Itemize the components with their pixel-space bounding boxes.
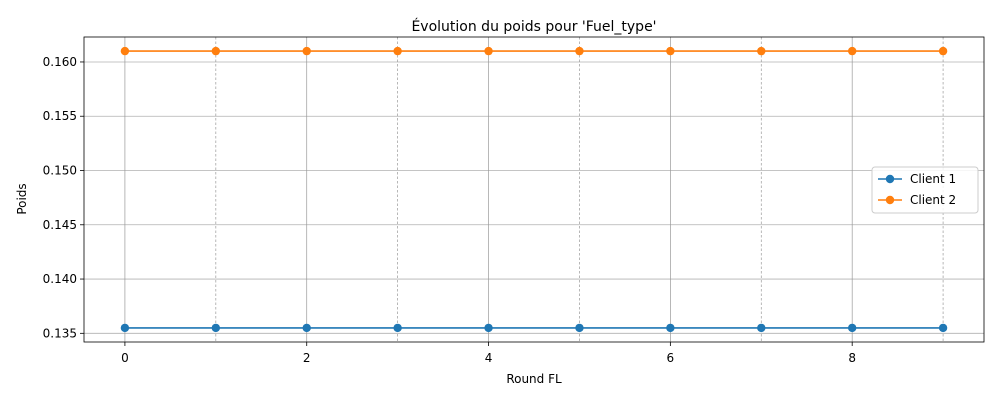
data-point <box>938 323 948 333</box>
y-tick-label: 0.135 <box>43 326 77 340</box>
data-point <box>211 46 221 56</box>
data-point <box>302 323 311 333</box>
data-point <box>211 323 221 333</box>
y-axis-label: Poids <box>15 183 29 214</box>
data-point <box>757 323 766 333</box>
data-point <box>393 46 402 56</box>
legend: Client 1 Client 2 <box>871 166 979 214</box>
data-point <box>847 323 857 333</box>
x-tick-label: 0 <box>121 351 129 365</box>
legend-label: Client 1 <box>910 172 956 186</box>
grid <box>84 37 984 342</box>
ticks: 0.135 0.140 0.145 0.150 0.155 0.160 0 2 4 6 8 <box>43 55 856 365</box>
data-point <box>120 323 130 333</box>
data-point <box>484 323 493 333</box>
x-tick-label: 6 <box>667 351 675 365</box>
chart-title: Évolution du poids pour 'Fuel_type' <box>411 18 656 35</box>
plot-frame <box>83 36 985 343</box>
data-point <box>120 46 130 56</box>
y-tick-label: 0.160 <box>43 55 77 69</box>
legend-marker <box>885 174 895 184</box>
data-point <box>938 46 948 56</box>
legend-label: Client 2 <box>910 193 956 207</box>
x-tick-label: 8 <box>848 351 856 365</box>
y-tick-label: 0.150 <box>43 164 77 178</box>
series-layer <box>120 46 948 333</box>
x-axis-label: Round FL <box>506 372 562 386</box>
data-point <box>302 46 311 56</box>
x-tick-label: 2 <box>303 351 311 365</box>
data-point <box>575 323 584 333</box>
data-point <box>666 46 675 56</box>
data-point <box>393 323 402 333</box>
y-tick-label: 0.155 <box>43 109 77 123</box>
data-point <box>757 46 766 56</box>
data-point <box>666 323 675 333</box>
data-point <box>575 46 584 56</box>
y-tick-label: 0.140 <box>43 272 77 286</box>
x-tick-label: 4 <box>485 351 493 365</box>
legend-marker <box>885 195 895 205</box>
y-tick-label: 0.145 <box>43 218 77 232</box>
data-point <box>484 46 493 56</box>
data-point <box>847 46 857 56</box>
